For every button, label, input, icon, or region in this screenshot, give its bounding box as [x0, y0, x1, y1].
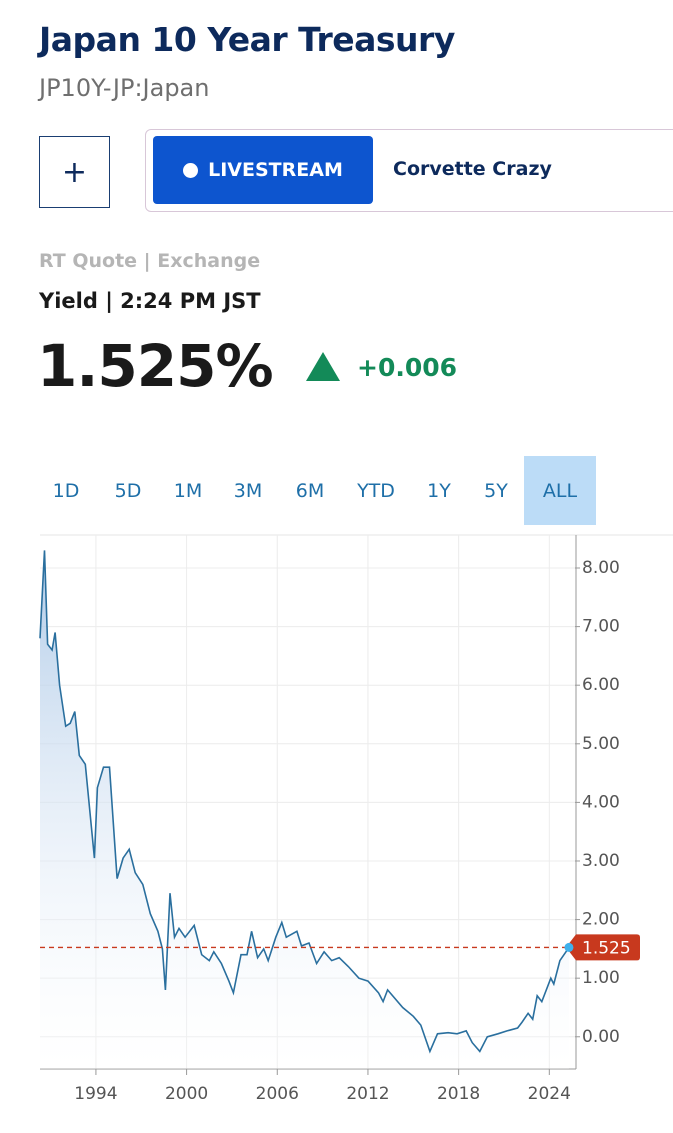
livestream-button[interactable]: LIVESTREAM — [153, 136, 373, 204]
x-tick-label: 2000 — [165, 1084, 208, 1104]
range-tab[interactable]: ALL — [524, 456, 596, 525]
range-tabs: 1D 5D 1M 3M 6M YTD 1Y 5Y ALL — [34, 456, 596, 525]
quote-label: Yield | 2:24 PM JST — [39, 289, 261, 313]
y-tick-label: 0.00 — [582, 1027, 620, 1047]
price-change: +0.006 — [357, 353, 458, 382]
range-tab[interactable]: YTD — [357, 479, 395, 502]
y-tick-label: 6.00 — [582, 675, 620, 695]
title: Japan 10 Year Treasury — [39, 20, 455, 59]
y-tick-label: 5.00 — [582, 734, 620, 754]
area — [40, 550, 569, 1069]
y-tick-label: 3.00 — [582, 851, 620, 871]
range-tab[interactable]: 3M — [233, 479, 263, 502]
last-point — [564, 942, 574, 952]
y-tick-label: 4.00 — [582, 792, 620, 812]
range-tab[interactable]: 1M — [173, 479, 203, 502]
y-tick-label: 8.00 — [582, 558, 620, 578]
price-badge-label: 1.525 — [582, 938, 631, 958]
x-tick-label: 1994 — [74, 1084, 117, 1104]
range-tab[interactable]: 5Y — [484, 479, 508, 502]
x-tick-label: 2012 — [346, 1084, 389, 1104]
livestream-banner[interactable] — [145, 129, 673, 212]
show-title[interactable]: Corvette Crazy — [393, 158, 552, 180]
subtitle: JP10Y-JP:Japan — [39, 74, 210, 102]
y-tick-label: 7.00 — [582, 617, 620, 637]
range-tab[interactable]: 1Y — [427, 479, 451, 502]
line — [39, 550, 570, 1054]
up-arrow — [306, 352, 340, 381]
last-price: 1.525% — [37, 332, 274, 400]
range-tab[interactable]: 1D — [52, 479, 80, 502]
add-button[interactable]: + — [39, 136, 110, 208]
range-tab[interactable]: 6M — [295, 479, 325, 502]
x-tick-label: 2024 — [528, 1084, 571, 1104]
x-tick-label: 2018 — [437, 1084, 480, 1104]
price-badge — [566, 934, 640, 961]
x-tick-label: 2006 — [256, 1084, 299, 1104]
quote-source: RT Quote | Exchange — [39, 250, 261, 272]
range-tab[interactable]: 5D — [114, 479, 142, 502]
y-tick-label: 2.00 — [582, 910, 620, 930]
y-tick-label: 1.00 — [582, 968, 620, 988]
live-dot — [183, 162, 199, 178]
livestream-label: LIVESTREAM — [208, 159, 343, 181]
